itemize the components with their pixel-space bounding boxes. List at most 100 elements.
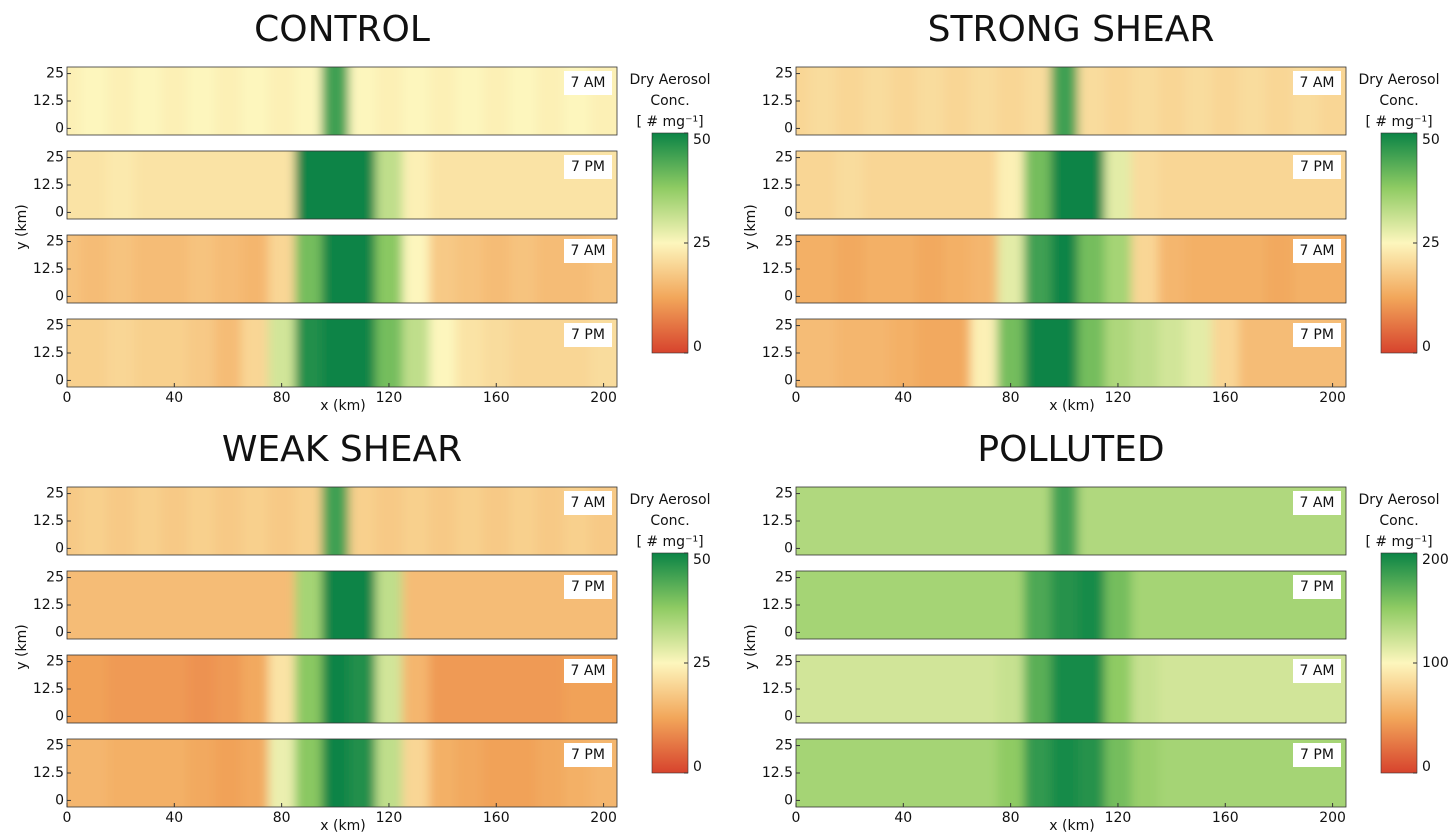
colorbar-label: [ # mg⁻¹] [1365, 534, 1432, 550]
heat-cell [241, 235, 269, 303]
heat-cell [348, 571, 377, 639]
heat-cell [375, 151, 403, 219]
heat-cell [836, 235, 864, 303]
heat-cell [402, 739, 430, 807]
y-tick-label: 12.5 [33, 597, 64, 613]
heat-cell [889, 235, 918, 303]
heat-cell [796, 151, 810, 219]
y-tick-label: 0 [784, 372, 793, 388]
time-label: 7 AM [1299, 663, 1334, 679]
time-label: 7 AM [570, 243, 605, 259]
heat-cell [429, 151, 457, 219]
heat-cell [429, 571, 457, 639]
time-box [564, 155, 612, 179]
x-tick-label: 160 [483, 390, 510, 406]
y-tick-label: 0 [784, 792, 793, 808]
heat-cell [997, 487, 1025, 555]
heat-cell [375, 67, 403, 135]
heat-cells [796, 739, 1346, 807]
strip [796, 739, 1346, 807]
y-tick-label: 12.5 [33, 261, 64, 277]
heat-cell [836, 655, 864, 723]
heat-cell [268, 67, 296, 135]
heat-cell [509, 487, 538, 555]
heat-cell [1158, 655, 1186, 723]
heat-cell [214, 235, 242, 303]
x-tick-label: 40 [894, 390, 912, 406]
heat-cell [482, 655, 511, 723]
heat-cell [943, 151, 971, 219]
heat-cell [1265, 739, 1293, 807]
heat-cell [402, 67, 430, 135]
heat-cell [107, 235, 135, 303]
heat-cell [997, 319, 1025, 387]
y-tick-label: 25 [775, 738, 793, 754]
heat-cell [321, 151, 350, 219]
heat-cell [536, 571, 564, 639]
heat-cell [1131, 151, 1159, 219]
heat-cells [67, 571, 617, 639]
heat-cell [916, 67, 945, 135]
colorbar-label: Dry Aerosol [630, 492, 711, 508]
heat-cell [321, 487, 350, 555]
heat-cell [916, 235, 945, 303]
heat-cell [1104, 571, 1132, 639]
colorbar-tick-label: 50 [693, 132, 711, 148]
x-tick-label: 80 [273, 390, 291, 406]
y-tick-label: 25 [775, 486, 793, 502]
heat-cell [375, 739, 403, 807]
x-tick-label: 80 [1002, 390, 1020, 406]
y-tick-label: 12.5 [762, 765, 793, 781]
heat-cells [796, 151, 1346, 219]
y-tick-label: 25 [775, 234, 793, 250]
strip [796, 67, 1346, 135]
heat-cell [107, 487, 135, 555]
heat-cell [160, 739, 189, 807]
heat-cell [1050, 235, 1079, 303]
colorbar-tick-label: 100 [1422, 655, 1448, 671]
strip [796, 319, 1346, 387]
heat-cell [1077, 739, 1106, 807]
y-tick-label: 0 [55, 540, 64, 556]
heat-cell [1211, 487, 1240, 555]
heat-cell [456, 655, 484, 723]
heat-cell [241, 655, 269, 723]
heat-cell [1131, 487, 1159, 555]
y-tick-label: 12.5 [762, 261, 793, 277]
y-tick-label: 12.5 [33, 681, 64, 697]
heat-cell [809, 319, 837, 387]
colorbar-tick-label: 0 [693, 759, 702, 775]
heat-cell [134, 235, 162, 303]
heat-cell [67, 571, 81, 639]
y-tick-label: 25 [46, 486, 64, 502]
heat-cell [375, 487, 403, 555]
heat-cell [796, 571, 810, 639]
heat-cell [295, 319, 323, 387]
heat-cell [214, 487, 242, 555]
heat-cell [402, 487, 430, 555]
heat-cell [187, 67, 216, 135]
y-tick-label: 0 [784, 120, 793, 136]
heat-cell [970, 151, 998, 219]
x-tick-label: 40 [165, 810, 183, 826]
heat-cell [1158, 151, 1186, 219]
heat-cell [1265, 571, 1293, 639]
heat-cell [796, 67, 810, 135]
heat-cell [1077, 235, 1106, 303]
y-tick-label: 0 [784, 624, 793, 640]
time-label: 7 PM [1300, 747, 1334, 763]
heat-cell [295, 655, 323, 723]
heat-cell [1238, 235, 1267, 303]
heat-cell [295, 151, 323, 219]
time-box [1293, 743, 1341, 767]
strip [796, 571, 1346, 639]
strip [796, 655, 1346, 723]
time-label: 7 AM [570, 495, 605, 511]
heat-cell [107, 319, 135, 387]
y-axis-label: y (km) [14, 204, 30, 249]
heat-cell [1024, 67, 1052, 135]
heat-cell [429, 67, 457, 135]
heat-cell [295, 739, 323, 807]
time-box [1293, 323, 1341, 347]
heat-cell [348, 739, 377, 807]
